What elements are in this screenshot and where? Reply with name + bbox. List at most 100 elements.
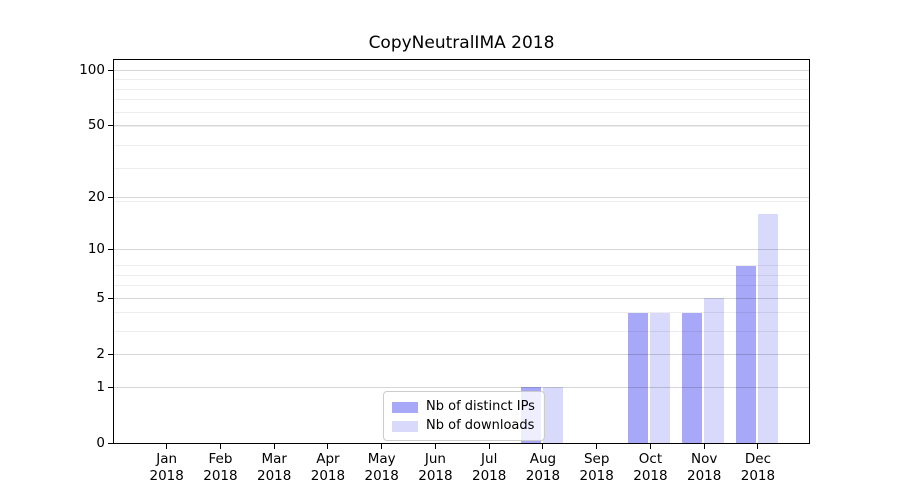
gridline-minor xyxy=(114,265,809,266)
x-tick-label: Oct 2018 xyxy=(620,451,680,484)
x-tick-month: Aug xyxy=(529,451,557,467)
y-tick-mark xyxy=(108,353,113,355)
x-tick-mark xyxy=(434,444,436,449)
y-tick-mark xyxy=(108,196,113,198)
gridline-major xyxy=(114,297,809,299)
legend-item-downloads: Nb of downloads xyxy=(392,418,536,434)
x-tick-year: 2018 xyxy=(203,467,238,484)
y-tick-label: 50 xyxy=(87,117,105,134)
y-tick-label: 0 xyxy=(96,435,105,451)
gridline-minor xyxy=(114,312,809,314)
x-tick-label: Jul 2018 xyxy=(459,451,519,484)
x-tick-mark xyxy=(488,444,490,449)
bar-distinct-ips-oct xyxy=(628,313,649,443)
x-tick-mark xyxy=(542,444,544,449)
gridline-minor xyxy=(114,111,809,113)
plot-area xyxy=(113,59,810,444)
x-tick-month: Jul xyxy=(481,451,498,467)
x-tick-label: Aug 2018 xyxy=(513,451,573,484)
y-tick-mark xyxy=(108,442,113,444)
x-tick-mark xyxy=(757,444,759,449)
gridline-minor xyxy=(114,99,809,101)
x-tick-label: Sep 2018 xyxy=(567,451,627,484)
gridline-minor xyxy=(114,330,809,332)
gridline-minor xyxy=(114,274,809,276)
x-tick-mark xyxy=(381,444,383,449)
x-tick-month: Nov xyxy=(691,451,718,467)
x-tick-label: May 2018 xyxy=(352,451,412,484)
legend-label-distinct-ips: Nb of distinct IPs xyxy=(426,399,535,414)
x-tick-month: Mar xyxy=(261,451,287,467)
x-tick-year: 2018 xyxy=(310,467,346,484)
bar-distinct-ips-dec xyxy=(735,265,756,443)
x-tick-month: Dec xyxy=(744,451,771,467)
x-tick-year: 2018 xyxy=(633,467,668,484)
y-tick-label: 5 xyxy=(96,290,105,307)
bars-layer xyxy=(114,60,809,443)
x-tick-label: Jan 2018 xyxy=(137,451,197,484)
x-tick-month: Jan xyxy=(156,451,178,467)
x-tick-mark xyxy=(327,444,329,449)
y-tick-mark xyxy=(108,386,113,388)
x-tick-year: 2018 xyxy=(418,467,453,484)
legend: Nb of distinct IPs Nb of downloads xyxy=(383,391,545,441)
y-tick-mark xyxy=(108,69,113,71)
x-tick-year: 2018 xyxy=(472,467,507,484)
legend-swatch-distinct-ips-icon xyxy=(392,401,418,413)
bar-distinct-ips-nov xyxy=(682,313,703,443)
gridline-major xyxy=(114,248,809,250)
x-tick-month: Oct xyxy=(638,451,663,467)
legend-swatch-downloads-icon xyxy=(392,420,418,432)
gridline-minor xyxy=(114,144,809,146)
x-tick-year: 2018 xyxy=(687,467,722,484)
gridline-minor xyxy=(114,88,809,90)
x-tick-mark xyxy=(703,444,705,449)
bar-downloads-nov xyxy=(704,298,725,443)
x-tick-month: Feb xyxy=(208,451,233,467)
bar-downloads-aug xyxy=(542,387,563,443)
x-tick-label: Dec 2018 xyxy=(728,451,788,484)
y-tick-label: 10 xyxy=(87,241,105,258)
gridline-major xyxy=(114,196,809,198)
gridline-major xyxy=(114,69,809,71)
gridline-minor xyxy=(114,285,809,287)
x-tick-month: May xyxy=(367,451,396,467)
x-tick-mark xyxy=(273,444,275,449)
x-tick-label: Nov 2018 xyxy=(674,451,734,484)
gridline-minor xyxy=(114,200,809,202)
legend-label-downloads: Nb of downloads xyxy=(426,418,535,433)
x-tick-year: 2018 xyxy=(364,467,399,484)
gridline-major xyxy=(114,386,809,388)
bar-downloads-oct xyxy=(650,313,671,443)
gridline-minor xyxy=(114,126,809,128)
y-tick-label: 2 xyxy=(96,346,105,363)
x-tick-mark xyxy=(219,444,221,449)
x-tick-label: Jun 2018 xyxy=(405,451,465,484)
x-tick-year: 2018 xyxy=(740,467,776,484)
chart-title: CopyNeutralIMA 2018 xyxy=(368,33,555,53)
gridline-major xyxy=(114,353,809,355)
x-tick-mark xyxy=(166,444,168,449)
y-tick-mark xyxy=(108,248,113,250)
x-tick-mark xyxy=(596,444,598,449)
gridline-minor xyxy=(114,79,809,80)
gridline-minor xyxy=(114,167,809,169)
x-tick-year: 2018 xyxy=(149,467,184,484)
x-tick-month: Apr xyxy=(316,451,340,467)
x-tick-month: Jun xyxy=(424,451,446,467)
gridline-major xyxy=(114,124,809,126)
x-tick-year: 2018 xyxy=(257,467,292,484)
y-tick-label: 1 xyxy=(96,379,105,395)
y-tick-mark xyxy=(108,124,113,126)
x-tick-year: 2018 xyxy=(579,467,614,484)
y-tick-mark xyxy=(108,297,113,299)
x-tick-label: Mar 2018 xyxy=(244,451,304,484)
grid-layer xyxy=(114,60,809,443)
x-tick-month: Sep xyxy=(583,451,610,467)
x-tick-label: Apr 2018 xyxy=(298,451,358,484)
y-tick-label: 20 xyxy=(87,189,105,206)
x-tick-mark xyxy=(649,444,651,449)
x-tick-year: 2018 xyxy=(525,467,561,484)
y-tick-label: 100 xyxy=(79,62,105,79)
